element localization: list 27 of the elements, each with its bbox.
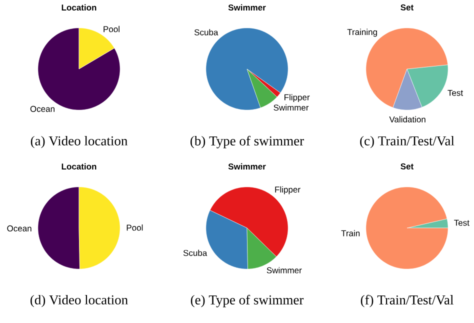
text: (e) Type of swimmer (190, 294, 304, 308)
text: (d) Video location (30, 294, 128, 308)
slice-label: Swimmer (266, 267, 302, 274)
text: (f) Train/Test/Val (360, 294, 454, 308)
slice-label: Flipper (284, 94, 310, 102)
slice-label: Validation (389, 116, 426, 122)
chart-title: Set (400, 4, 414, 10)
slice-label: Training (347, 28, 377, 37)
chart-title: Swimmer (228, 4, 266, 11)
text: (a) Video location (30, 136, 128, 148)
text: (c) Train/Test/Val (360, 136, 454, 148)
chart-title: Location (62, 163, 96, 170)
chart-title: Location (62, 4, 96, 11)
slice-label: Test (448, 90, 464, 96)
slice-label: Pool (126, 224, 143, 231)
slice-label: Swimmer (274, 104, 309, 111)
chart-title: Set (400, 163, 414, 170)
text: (b) Type of swimmer (190, 136, 304, 148)
slice-label: Test (454, 220, 470, 226)
chart-title: Swimmer (228, 163, 266, 170)
slice-label: Flipper (275, 186, 300, 194)
slice-label: Scuba (194, 29, 218, 36)
slice-label: Ocean (7, 225, 32, 232)
slice-label: Train (341, 230, 360, 236)
slice-label: Ocean (30, 106, 54, 112)
slice-label: Scuba (183, 250, 208, 256)
slice-label: Pool (104, 26, 120, 32)
